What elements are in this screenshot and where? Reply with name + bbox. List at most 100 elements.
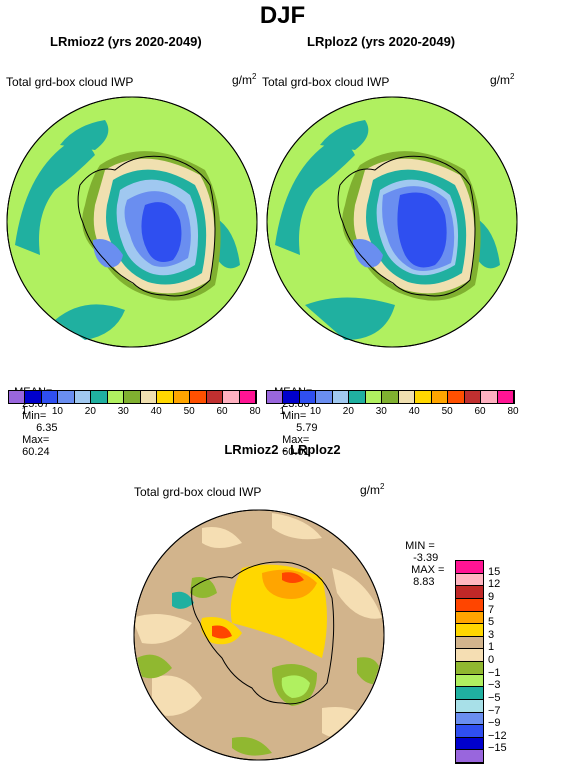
colorbar-tick-label: −1 [488,666,501,679]
colorbar-swatch [267,391,284,403]
right-max-value: 60.01 [282,446,310,458]
colorbar-swatch [456,674,483,688]
colorbar-tick-label: 5 [488,616,495,629]
right-units-exp: 2 [510,72,515,81]
colorbar-tick-label: 80 [249,406,261,417]
colorbar-tick-label: 15 [488,565,501,578]
right-max-label: Max= [282,434,310,446]
colorbar-tick-label: 3 [488,628,495,641]
right-colorbar [266,390,515,404]
left-units-base: g/m [232,73,253,87]
colorbar-swatch [456,573,483,587]
colorbar-tick-label: 10 [51,406,63,417]
colorbar-swatch [190,391,207,403]
colorbar-tick-label: 1 [488,641,495,654]
diff-units-exp: 2 [380,482,385,491]
colorbar-swatch [456,598,483,612]
colorbar-tick-label: −9 [488,717,501,730]
colorbar-swatch [91,391,108,403]
colorbar-swatch [283,391,300,403]
colorbar-swatch [223,391,240,403]
colorbar-tick-label: −5 [488,691,501,704]
colorbar-tick-label: 12 [488,578,501,591]
colorbar-swatch [456,687,483,700]
colorbar-tick-label: 40 [408,406,420,417]
colorbar-tick-label: −12 [488,729,507,742]
colorbar-swatch [239,391,256,403]
diff-map [133,509,385,761]
left-panel-title: LRmioz2 (yrs 2020-2049) [50,34,202,49]
colorbar-swatch [173,391,191,403]
diff-max-label: MAX = [411,564,445,576]
diff-colorbar-labels: 15 12 9 7 5 3 1 0 −1 −3 −5 −7 −9 −12 −15 [488,560,528,762]
right-panel-title: LRploz2 (yrs 2020-2049) [307,34,456,49]
left-units: g/m2 [232,72,256,87]
colorbar-swatch [9,391,26,403]
colorbar-tick-label: 60 [474,406,486,417]
colorbar-swatch [456,611,483,625]
colorbar-swatch [497,391,514,403]
colorbar-swatch [456,725,483,738]
colorbar-tick-label: 50 [441,406,453,417]
right-min-label: Min= [282,410,307,422]
colorbar-swatch [415,391,432,403]
diff-units: g/m2 [360,482,384,497]
colorbar-tick-label: 0 [488,654,495,666]
colorbar-swatch [299,391,317,403]
colorbar-tick-label: −7 [488,704,501,717]
colorbar-tick-label: 20 [342,406,354,417]
colorbar-tick-label: 30 [117,406,129,417]
colorbar-swatch [448,391,465,403]
left-min-label: Min= [22,410,47,422]
colorbar-swatch [481,391,498,403]
page-title: DJF [259,2,306,29]
colorbar-tick-label: 50 [183,406,195,417]
colorbar-tick-label: −15 [488,742,507,755]
colorbar-swatch [316,391,333,403]
left-field-label: Total grd-box cloud IWP [6,75,134,89]
colorbar-swatch [456,586,483,599]
colorbar-swatch [398,391,416,403]
colorbar-tick-label: 40 [150,406,162,417]
colorbar-tick-label: 80 [507,406,519,417]
colorbar-swatch [456,561,483,574]
right-colorbar-ticks: 1 10 20 30 40 50 60 80 [266,406,519,420]
colorbar-swatch [107,391,125,403]
colorbar-tick-label: 30 [375,406,387,417]
colorbar-swatch [332,391,350,403]
colorbar-swatch [456,662,483,675]
right-map [266,96,518,348]
left-colorbar-ticks: 1 10 20 30 40 50 60 80 [8,406,261,420]
colorbar-swatch [206,391,224,403]
colorbar-swatch [58,391,75,403]
left-colorbar [8,390,257,404]
left-map [6,96,258,348]
right-units: g/m2 [490,72,514,87]
colorbar-swatch [456,699,483,713]
colorbar-swatch [41,391,59,403]
colorbar-tick-label: 10 [309,406,321,417]
colorbar-tick-label: 1 [279,406,286,417]
colorbar-swatch [124,391,141,403]
colorbar-tick-label: 7 [488,603,495,616]
left-units-exp: 2 [252,72,257,81]
left-min-value: 6.35 [36,422,58,434]
diff-units-base: g/m [360,483,381,497]
colorbar-tick-label: −3 [488,679,501,692]
right-field-label: Total grd-box cloud IWP [262,75,390,89]
right-min-value: 5.79 [296,422,318,434]
colorbar-swatch [140,391,158,403]
colorbar-tick-label: 60 [216,406,228,417]
right-units-base: g/m [490,73,511,87]
diff-field-label: Total grd-box cloud IWP [134,485,262,499]
diff-colorbar [455,560,484,764]
left-max-label: Max= [22,434,50,446]
colorbar-swatch [456,712,483,726]
colorbar-swatch [456,737,483,751]
colorbar-tick-label: 20 [84,406,96,417]
diff-min-value: -3.39 [413,552,439,564]
colorbar-swatch [456,624,483,637]
colorbar-swatch [365,391,383,403]
colorbar-tick-label: 1 [21,406,28,417]
colorbar-swatch [456,649,483,662]
